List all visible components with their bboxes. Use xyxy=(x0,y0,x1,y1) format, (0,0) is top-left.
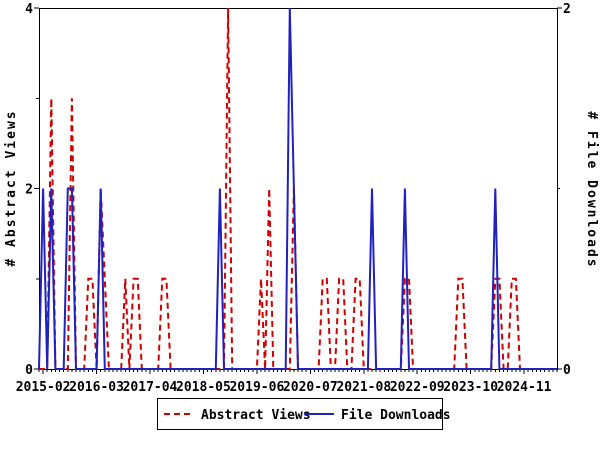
y-left-axis-title: # Abstract Views xyxy=(4,109,19,266)
abstract-views-legend-label: Abstract Views xyxy=(201,408,311,423)
plot-area: 2015-022016-032017-042018-052019-062020-… xyxy=(16,2,571,395)
axes xyxy=(34,7,562,374)
legend: Abstract Views File Downloads xyxy=(157,398,451,430)
legend-box xyxy=(157,398,443,430)
y-left-tick-label: 0 xyxy=(25,363,33,378)
y-right-tick-label: 0 xyxy=(563,363,571,378)
x-tick-label: 2016-03 xyxy=(69,380,124,395)
file-downloads-legend-label: File Downloads xyxy=(341,408,451,423)
x-tick-label: 2024-11 xyxy=(497,380,552,395)
x-tick-label: 2015-02 xyxy=(16,380,71,395)
x-tick-label: 2019-06 xyxy=(229,380,284,395)
plot-border xyxy=(39,8,558,370)
y-left-tick-label: 4 xyxy=(25,2,33,17)
x-tick-label: 2021-08 xyxy=(336,380,391,395)
x-tick-label: 2023-10 xyxy=(443,380,498,395)
x-tick-label: 2017-04 xyxy=(123,380,178,395)
y-right-axis-title: # File Downloads xyxy=(584,111,599,268)
x-tick-label: 2018-05 xyxy=(176,380,231,395)
x-tick-label: 2020-07 xyxy=(283,380,338,395)
abstract-views-series xyxy=(39,7,557,370)
file-downloads-series xyxy=(38,7,557,370)
x-tick-label: 2022-09 xyxy=(390,380,445,395)
y-right-tick-label: 2 xyxy=(563,2,571,17)
y-left-tick-label: 2 xyxy=(25,183,33,198)
